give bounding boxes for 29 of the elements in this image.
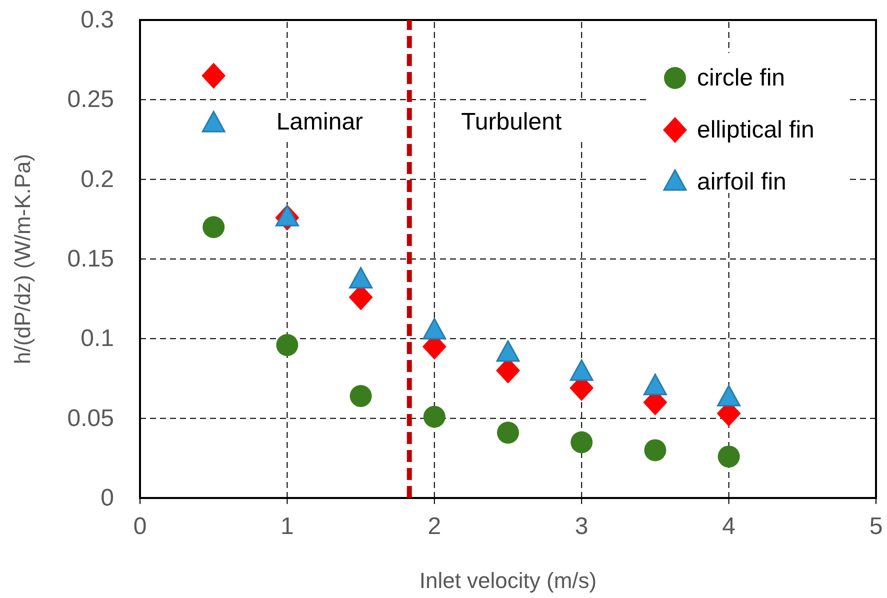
y-tick-label: 0.25 xyxy=(67,86,114,114)
x-tick-label: 2 xyxy=(428,513,442,540)
point xyxy=(497,422,519,444)
x-tick-label: 1 xyxy=(280,513,294,540)
y-tick-label: 0.05 xyxy=(67,404,114,432)
legend-label: elliptical fin xyxy=(697,116,814,144)
point xyxy=(202,216,225,238)
x-tick-label: 0 xyxy=(133,513,147,540)
y-tick-label: 0.1 xyxy=(80,325,114,352)
point xyxy=(423,406,446,428)
x-tick-label: 3 xyxy=(574,513,588,540)
legend-label: circle fin xyxy=(697,64,786,92)
x-axis-title: Inlet velocity (m/s) xyxy=(419,568,597,593)
point xyxy=(570,431,593,454)
point xyxy=(644,439,666,462)
point xyxy=(202,62,226,89)
y-tick-label: 0.3 xyxy=(80,6,114,34)
y-tick-label: 0.2 xyxy=(80,166,114,193)
annotation: Laminar xyxy=(276,108,364,136)
legend-label: airfoil fin xyxy=(697,168,786,196)
point xyxy=(718,446,740,468)
y-tick-label: 0 xyxy=(100,484,114,512)
y-axis-title: h/(dP/dz) (W/m-K.Pa) xyxy=(10,154,35,364)
point xyxy=(276,334,298,356)
x-tick-label: 5 xyxy=(869,513,883,540)
annotation: Turbulent xyxy=(461,108,562,136)
point xyxy=(350,385,372,408)
x-tick-label: 4 xyxy=(722,513,736,540)
y-tick-label: 0.15 xyxy=(67,246,114,272)
